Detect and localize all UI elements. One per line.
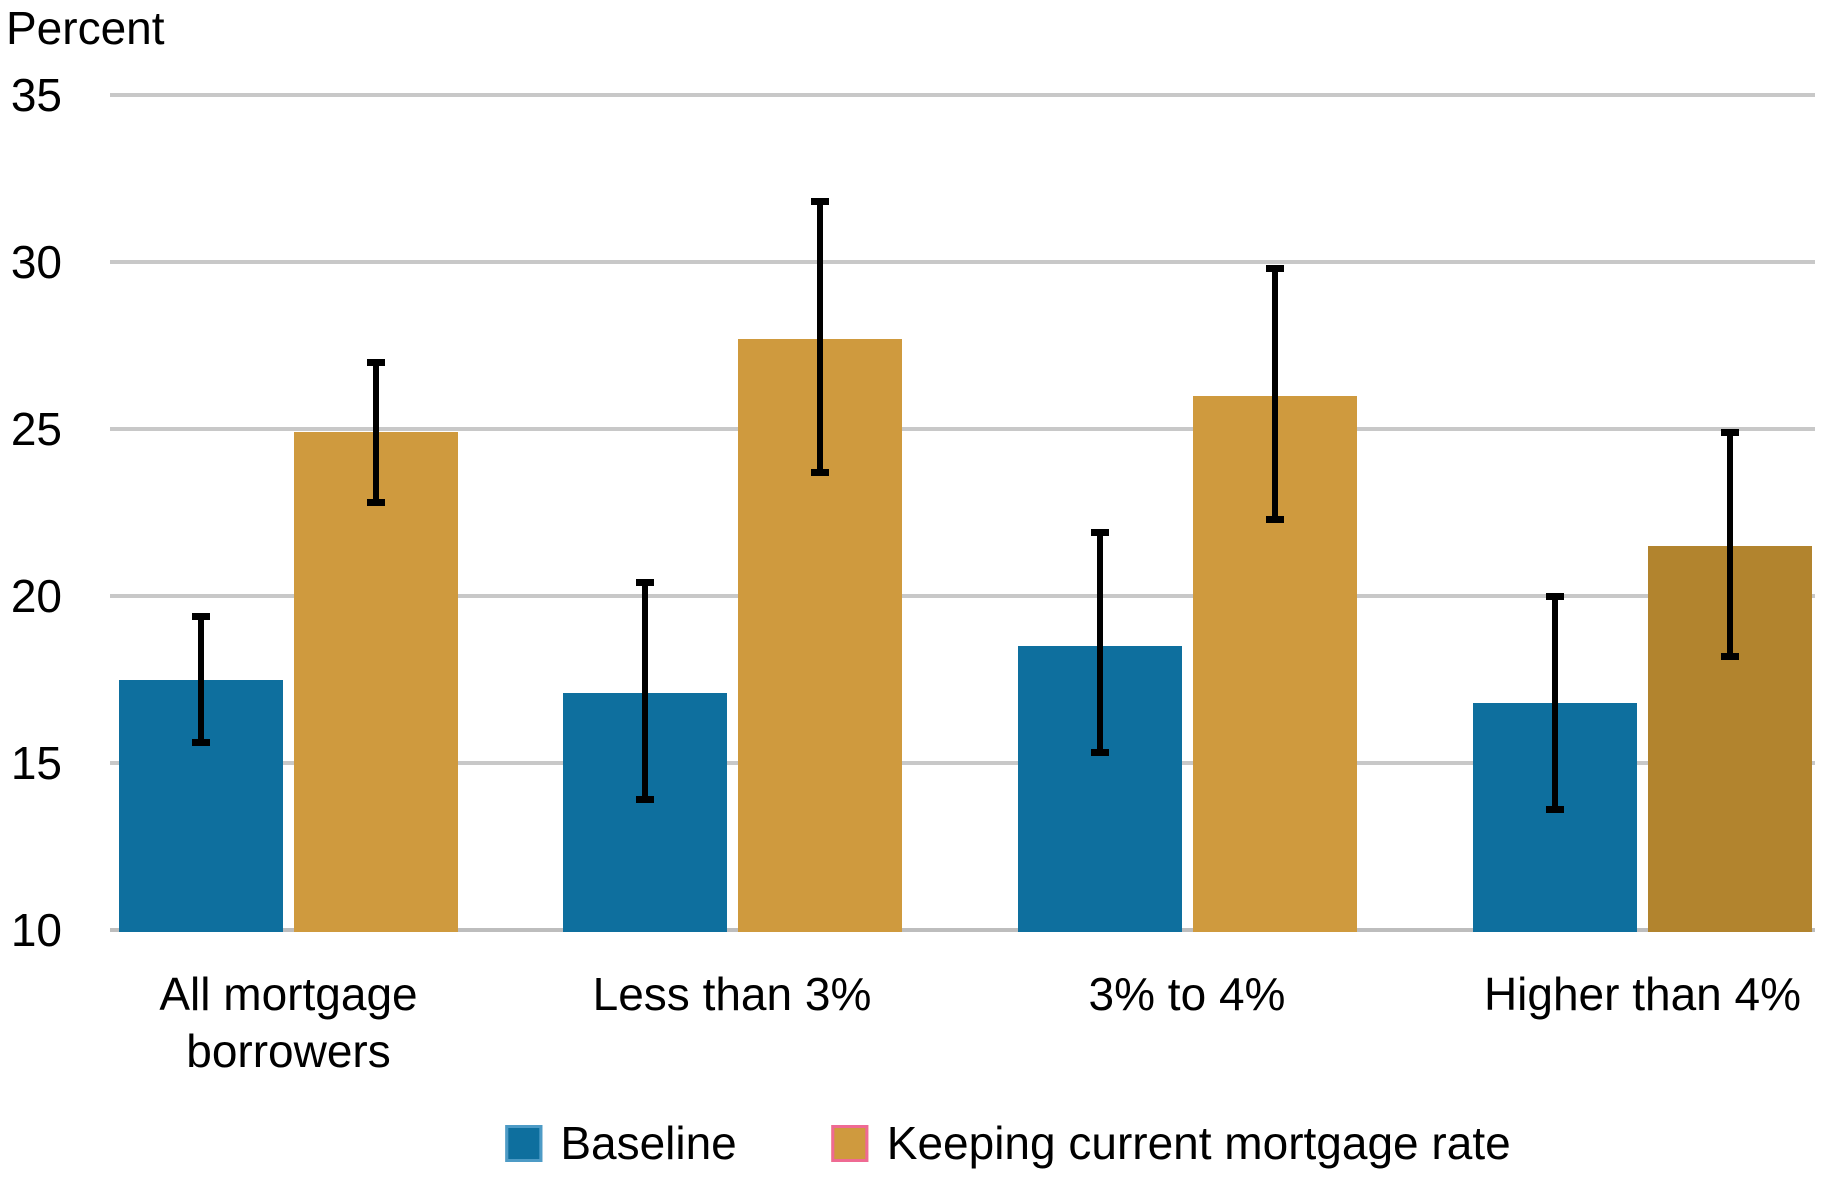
- category-label: Higher than 4%: [1483, 968, 1802, 1020]
- error-bar-cap-bottom: [367, 498, 385, 506]
- gridline: [110, 260, 1815, 264]
- y-tick-label: 10: [10, 904, 62, 956]
- error-bar-line: [1096, 532, 1103, 753]
- error-bar-line: [641, 582, 648, 800]
- legend-swatch-baseline: [505, 1124, 543, 1162]
- error-bar-cap-top: [810, 198, 829, 206]
- error-bar-line: [1727, 432, 1733, 657]
- error-bar-cap-bottom: [1265, 515, 1284, 523]
- category-label: Less than 3%: [592, 968, 872, 1020]
- bar-keeping-0: [294, 432, 458, 932]
- error-bar-line: [198, 616, 204, 743]
- error-bar-cap-bottom: [1090, 749, 1109, 757]
- error-bar-cap-bottom: [810, 468, 829, 476]
- error-bar-line: [373, 362, 379, 503]
- legend-swatch-keeping-current-mortgage-rate: [831, 1124, 869, 1162]
- error-bar-cap-bottom: [1721, 652, 1739, 660]
- y-tick-label: 20: [10, 570, 62, 622]
- legend-item-keeping-current-mortgage-rate: Keeping current mortgage rate: [831, 1117, 1511, 1169]
- category-label: 3% to 4%: [1088, 968, 1286, 1020]
- error-bar-cap-bottom: [1546, 806, 1564, 814]
- gridline: [110, 594, 1815, 598]
- error-bar-line: [816, 201, 823, 473]
- error-bar-cap-top: [1546, 592, 1564, 600]
- error-bar-cap-top: [1090, 529, 1109, 537]
- y-tick-label: 35: [10, 69, 62, 121]
- error-bar-cap-bottom: [635, 796, 654, 804]
- error-bar-line: [1552, 596, 1558, 810]
- y-tick-label: 30: [10, 236, 62, 288]
- gridline: [110, 93, 1815, 97]
- legend-item-baseline: Baseline: [505, 1117, 737, 1169]
- error-bar-line: [1271, 268, 1278, 520]
- category-label: All mortgage borrowers: [159, 968, 418, 1077]
- gridline: [110, 761, 1815, 765]
- y-tick-label: 25: [10, 403, 62, 455]
- error-bar-cap-top: [635, 579, 654, 587]
- legend-label-keeping-current-mortgage-rate: Keeping current mortgage rate: [886, 1117, 1511, 1169]
- legend-label-baseline: Baseline: [560, 1117, 737, 1169]
- y-tick-label: 15: [10, 737, 62, 789]
- y-axis-title: Percent: [6, 2, 165, 54]
- error-bar-cap-top: [367, 358, 385, 366]
- error-bar-cap-top: [192, 612, 210, 620]
- error-bar-cap-top: [1265, 265, 1284, 273]
- gridline: [110, 427, 1815, 431]
- error-bar-cap-top: [1721, 428, 1739, 436]
- x-axis-line: [110, 928, 1815, 932]
- legend: Baseline Keeping current mortgage rate: [505, 1117, 1511, 1169]
- error-bar-cap-bottom: [192, 739, 210, 747]
